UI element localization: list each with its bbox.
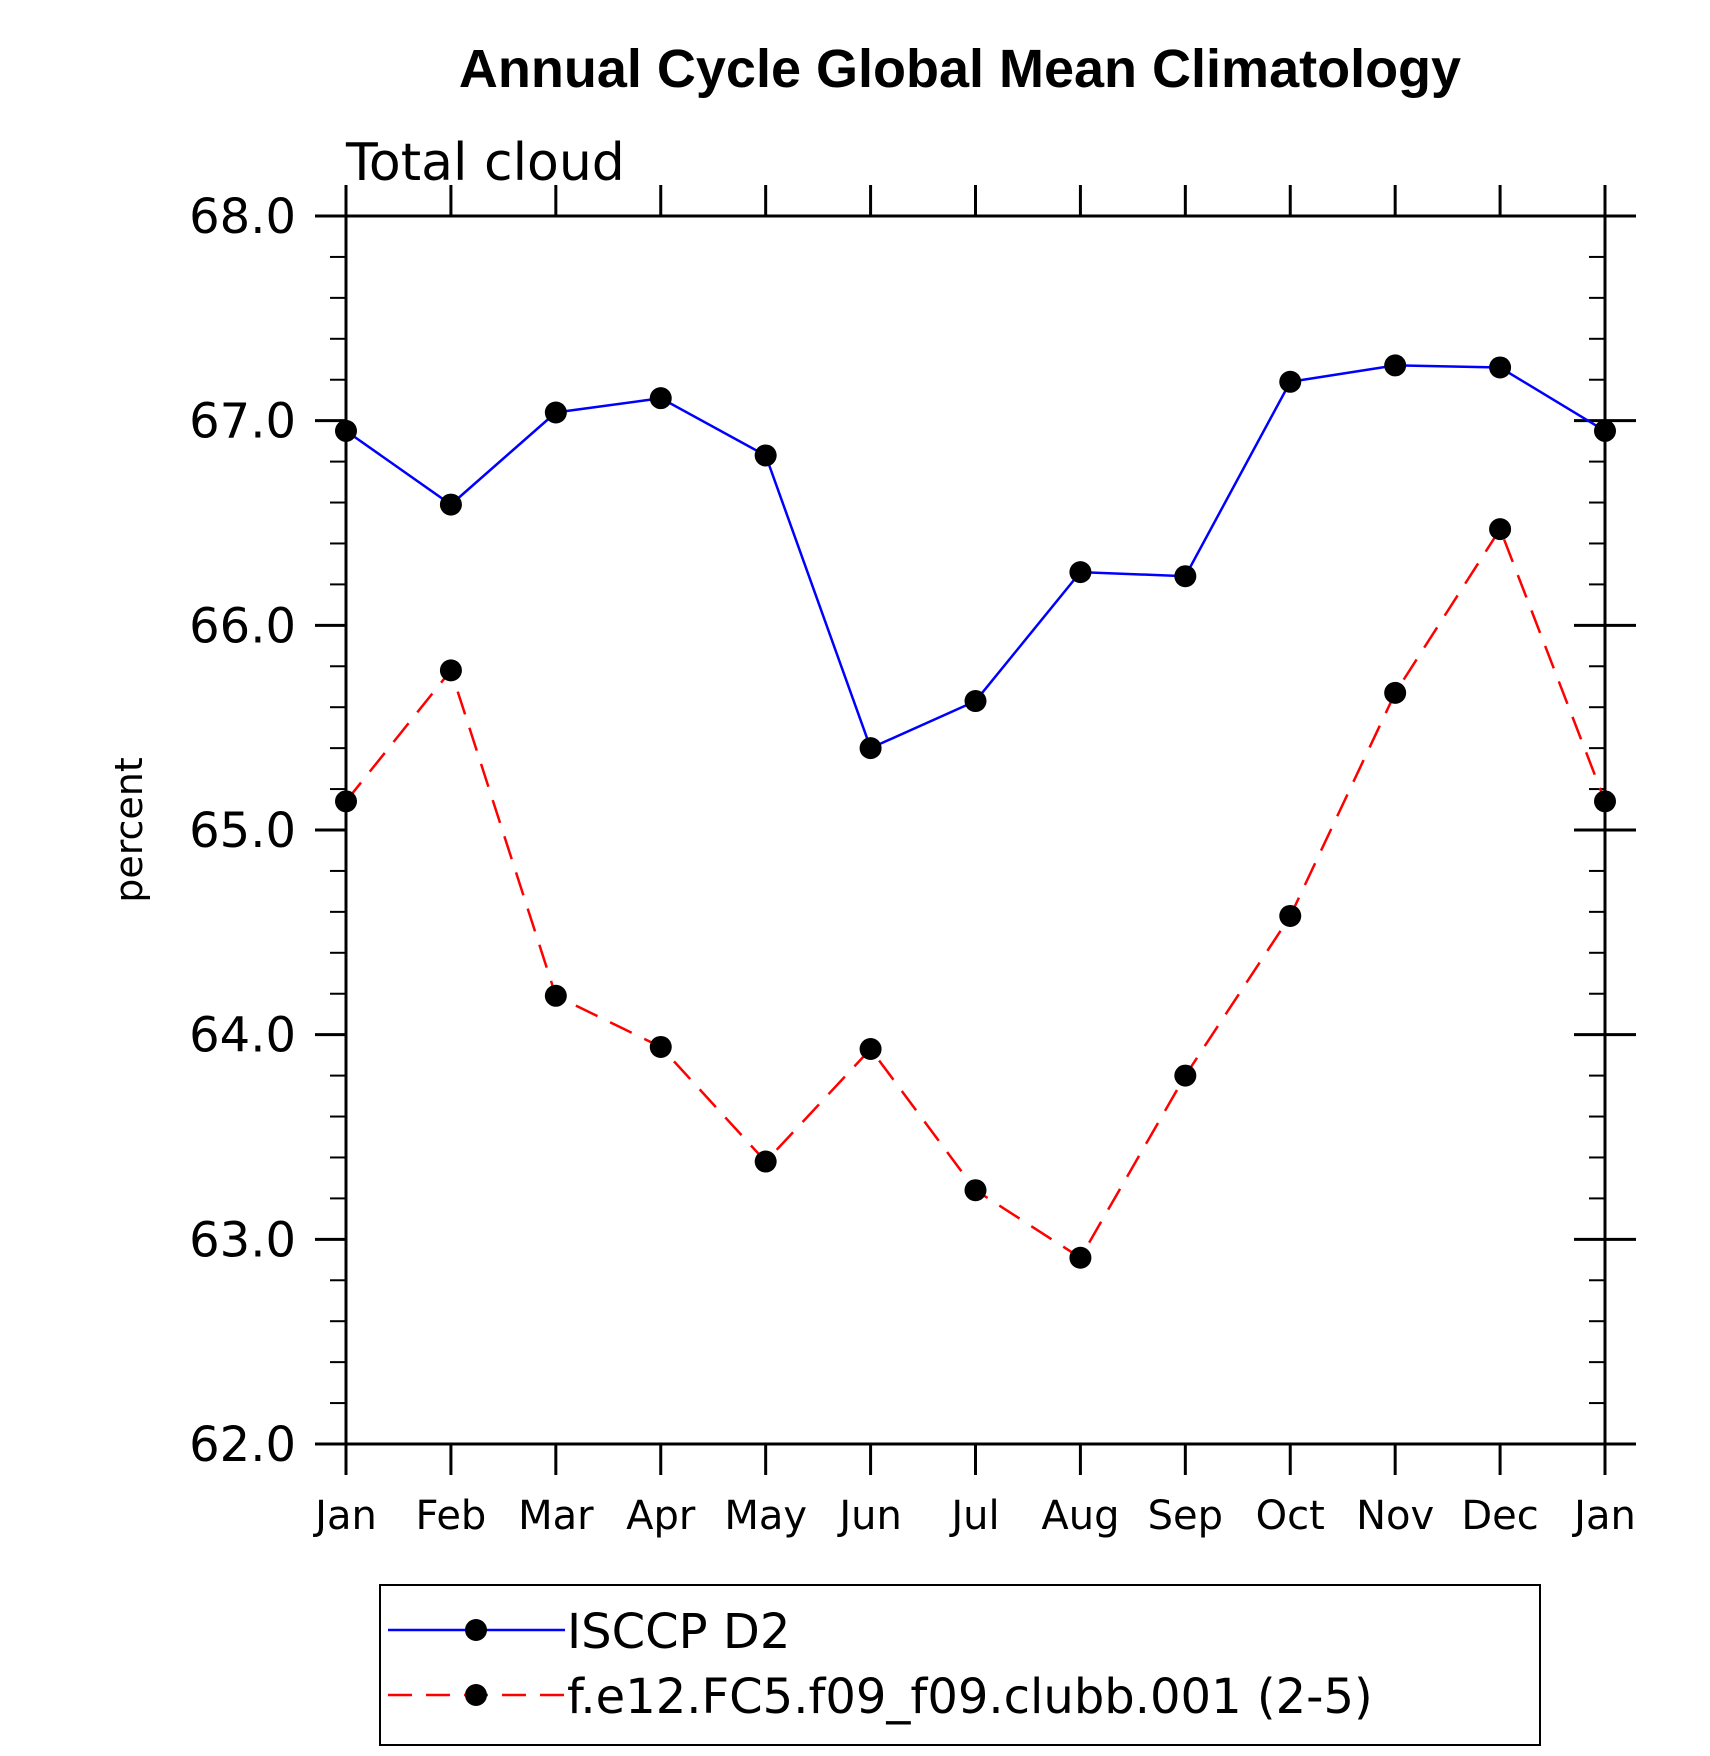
x-tick-label: May (724, 1493, 807, 1539)
x-tick-label: Jun (836, 1493, 902, 1539)
x-tick-label: Jul (948, 1493, 999, 1539)
data-point-0 (1594, 419, 1616, 442)
data-point-0 (335, 419, 357, 442)
data-point-1 (754, 1150, 777, 1173)
legend-entry-label: ISCCP D2 (567, 1604, 790, 1660)
legend-marker (465, 1619, 487, 1641)
axes: 62.0 63.0 64.0 65.0 66.0 67.0 68.0 Jan Feb Mar Apr… (189, 185, 1636, 1539)
data-point-1 (859, 1037, 882, 1060)
data-point-1 (1279, 904, 1302, 927)
data-point-0 (859, 737, 882, 760)
x-tick-label: Dec (1461, 1493, 1538, 1539)
y-tick-label: 62.0 (189, 1417, 296, 1473)
data-point-0 (1279, 370, 1302, 393)
y-axis-label: percent (107, 757, 151, 903)
data-point-0 (754, 444, 777, 467)
x-tick-label: Feb (416, 1493, 487, 1539)
data-point-1 (1384, 681, 1407, 704)
data-point-0 (439, 493, 462, 516)
data-point-1 (964, 1179, 987, 1202)
series-layer (335, 354, 1616, 1269)
y-tick-label: 64.0 (189, 1008, 296, 1064)
data-point-1 (544, 984, 567, 1007)
data-point-1 (1594, 790, 1616, 813)
data-point-0 (1174, 565, 1197, 588)
data-point-1 (1069, 1246, 1092, 1269)
legend-marker (465, 1684, 487, 1706)
plot-frame (344, 214, 1607, 1446)
x-tick-label: Apr (626, 1493, 696, 1539)
x-tick-label: Mar (518, 1493, 594, 1539)
x-tick-label: Aug (1041, 1493, 1119, 1539)
x-tick-label: Jan (1571, 1493, 1636, 1539)
legend-box (379, 1584, 1541, 1746)
data-point-0 (649, 387, 672, 410)
data-point-0 (544, 401, 567, 424)
y-tick-label: 67.0 (189, 394, 296, 450)
x-tick-label: Oct (1256, 1493, 1325, 1539)
data-point-1 (439, 659, 462, 682)
y-tick-label: 68.0 (189, 189, 296, 245)
chart-subtitle: Total cloud (345, 133, 625, 193)
legend-entry-label: f.e12.FC5.f09_f09.clubb.001 (2-5) (567, 1669, 1373, 1725)
data-point-1 (1174, 1064, 1197, 1087)
y-tick-label: 65.0 (189, 803, 296, 859)
data-point-0 (964, 690, 987, 713)
data-point-1 (649, 1035, 672, 1058)
x-tick-label: Sep (1148, 1493, 1223, 1539)
data-point-0 (1069, 561, 1092, 584)
y-tick-label: 66.0 (189, 598, 296, 654)
x-tick-label: Nov (1356, 1493, 1434, 1539)
y-tick-label: 63.0 (189, 1212, 296, 1268)
data-point-0 (1384, 354, 1407, 377)
chart-title: Annual Cycle Global Mean Climatology (459, 39, 1461, 99)
data-point-1 (335, 790, 357, 813)
data-point-0 (1489, 356, 1512, 379)
legend: ISCCP D2 f.e12.FC5.f09_f09.clubb.001 (2-5… (379, 1584, 1541, 1746)
series-line-1 (345, 526, 1607, 1260)
data-point-1 (1489, 518, 1512, 541)
x-tick-label: Jan (312, 1493, 377, 1539)
